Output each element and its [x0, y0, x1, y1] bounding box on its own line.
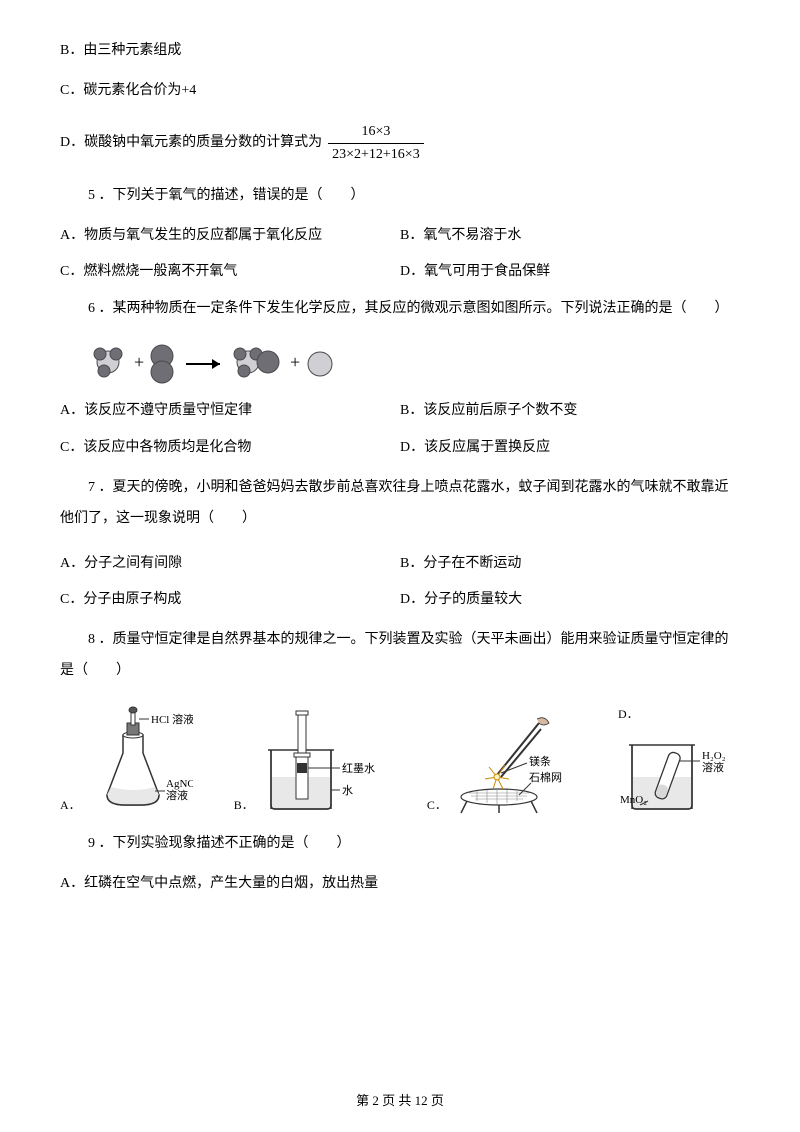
prev-opt-d-text: D．碳酸钠中氧元素的质量分数的计算式为 [60, 132, 322, 154]
q5-opt-d: D．氧气可用于食品保鲜 [400, 261, 740, 283]
fig-b-svg: 红墨水 水 [256, 705, 386, 815]
fig-a-hcl: HCl 溶液 [151, 712, 193, 726]
q7-opt-d: D．分子的质量较大 [400, 589, 740, 611]
footer-total: 12 [415, 1093, 428, 1108]
fig-c-net: 石棉网 [529, 770, 562, 784]
q8-label-a: A． [60, 796, 81, 815]
q9-opt-a: A．红磷在空气中点燃，产生大量的白烟，放出热量 [60, 873, 740, 895]
q8-label-c: C． [427, 796, 447, 815]
q5-stem: 5 ．下列关于氧气的描述，错误的是（ ） [60, 185, 740, 207]
fraction: 16×3 23×2+12+16×3 [328, 121, 424, 167]
q8-label-d: D． [618, 705, 639, 724]
q6-opt-b: B．该反应前后原子个数不变 [400, 400, 740, 422]
q8-fig-b: B． 红墨水 水 [234, 705, 386, 815]
q7-stem: 7 ．夏天的傍晚，小明和爸爸妈妈去散步前总喜欢往身上喷点花露水，蚊子闻到花露水的… [60, 473, 740, 535]
q8-stem: 8 ．质量守恒定律是自然界基本的规律之一。下列装置及实验（天平未画出）能用来验证… [60, 625, 740, 687]
q7-opt-c: C．分子由原子构成 [60, 589, 400, 611]
footer-suffix: 页 [428, 1093, 444, 1108]
q8-figures: A． HCl 溶液 AgNO₃ 溶液 B． [60, 705, 740, 815]
reaction-svg: + + [90, 338, 390, 386]
prev-opt-c: C．碳元素化合价为+4 [60, 80, 740, 102]
fig-d-mno2: MnO₂ [620, 794, 647, 806]
svg-text:+: + [134, 352, 144, 372]
fig-a-agno3: AgNO₃ [166, 778, 193, 790]
q8-fig-a: A． HCl 溶液 AgNO₃ 溶液 [60, 705, 193, 815]
fig-b-water: 水 [342, 784, 353, 797]
q6-stem: 6 ．某两种物质在一定条件下发生化学反应，其反应的微观示意图如图所示。下列说法正… [60, 298, 740, 320]
q5-opt-b: B．氧气不易溶于水 [400, 225, 740, 247]
fig-b-ink: 红墨水 [342, 762, 375, 775]
footer-prefix: 第 [356, 1093, 372, 1108]
q7-opt-b: B．分子在不断运动 [400, 553, 740, 575]
q5-opt-a: A．物质与氧气发生的反应都属于氧化反应 [60, 225, 400, 247]
fig-a-svg: HCl 溶液 AgNO₃ 溶液 [83, 705, 193, 815]
prev-opt-b: B．由三种元素组成 [60, 40, 740, 62]
q8-fig-c: C． 镁条 [427, 705, 579, 815]
q5-opt-c: C．燃料燃烧一般离不开氧气 [60, 261, 400, 283]
q8-label-b: B． [234, 796, 254, 815]
prev-opt-d: D．碳酸钠中氧元素的质量分数的计算式为 16×3 23×2+12+16×3 [60, 121, 740, 167]
fig-d-h2o2-2: 溶液 [702, 760, 724, 774]
q6-opt-a: A．该反应不遵守质量守恒定律 [60, 400, 400, 422]
svg-text:+: + [290, 352, 300, 372]
footer-mid: 页 共 [379, 1093, 415, 1108]
q6-opt-d: D．该反应属于置换反应 [400, 437, 740, 459]
q8-fig-d: D． H₂O₂ 溶液 MnO₂ [620, 705, 740, 815]
page-footer: 第 2 页 共 12 页 [0, 1091, 800, 1112]
q6-opt-c: C．该反应中各物质均是化合物 [60, 437, 400, 459]
fraction-numerator: 16×3 [357, 121, 394, 143]
fraction-denominator: 23×2+12+16×3 [328, 144, 424, 166]
fig-d-h2o2: H₂O₂ [702, 750, 726, 762]
fig-c-mg: 镁条 [529, 754, 551, 768]
q9-stem: 9 ．下列实验现象描述不正确的是（ ） [60, 833, 740, 855]
fig-c-svg: 镁条 石棉网 [449, 705, 579, 815]
q7-opt-a: A．分子之间有间隙 [60, 553, 400, 575]
q6-diagram: + + [90, 338, 740, 386]
fig-a-agno3-2: 溶液 [166, 788, 188, 802]
